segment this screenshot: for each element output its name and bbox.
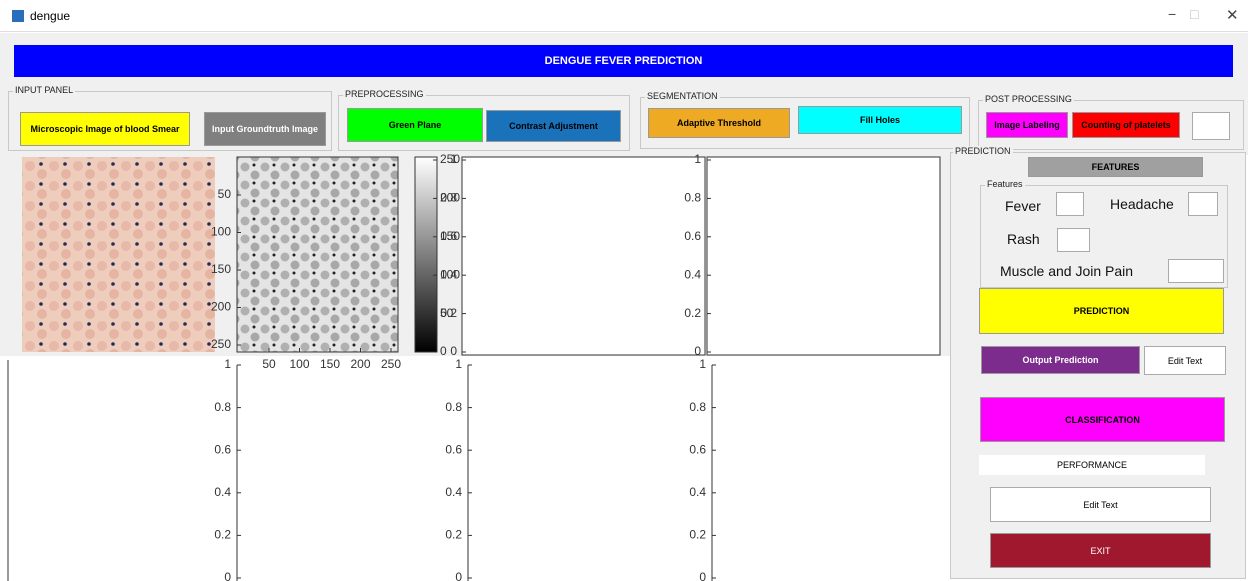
x-tick-label: 200 — [350, 357, 370, 371]
panel-title: Features — [985, 179, 1025, 189]
y-tick-label: 0.8 — [445, 400, 462, 414]
x-tick-label: 250 — [381, 357, 401, 371]
y-tick-label: 0.6 — [214, 442, 231, 456]
button[interactable]: EXIT — [990, 533, 1211, 568]
y-tick-label: 200 — [211, 300, 231, 314]
x-tick-label: 150 — [320, 357, 340, 371]
title-bar: dengue − □ ✕ — [0, 0, 1248, 32]
y-tick-label: 0.8 — [689, 400, 706, 414]
text-box[interactable] — [1057, 228, 1090, 252]
y-tick-label: 150 — [211, 262, 231, 276]
y-tick-label: 0 — [440, 344, 447, 358]
y-tick-label: 250 — [440, 152, 460, 166]
y-tick-label: 0.6 — [689, 442, 706, 456]
button[interactable]: FEATURES — [1028, 157, 1203, 177]
button[interactable]: PREDICTION — [979, 288, 1224, 334]
maximize[interactable]: □ — [1190, 6, 1199, 22]
input-panel: INPUT PANEL — [8, 85, 332, 151]
button[interactable]: Contrast Adjustment — [486, 110, 621, 142]
banner: DENGUE FEVER PREDICTION — [14, 45, 1233, 77]
button[interactable]: Input Groundtruth Image — [204, 112, 326, 146]
button[interactable]: Green Plane — [347, 108, 483, 142]
x-tick-label: 50 — [262, 357, 276, 371]
button[interactable]: Counting of platelets — [1072, 112, 1180, 138]
panel-title: INPUT PANEL — [13, 85, 76, 95]
blood-smear-image — [22, 157, 215, 352]
y-tick-label: 0 — [699, 570, 706, 581]
y-tick-label: 100 — [440, 267, 460, 281]
preprocessing-panel: PREPROCESSING — [338, 89, 630, 151]
y-tick-label: 0.2 — [684, 306, 701, 320]
y-tick-label: 0.4 — [445, 485, 462, 499]
minimize[interactable]: − — [1168, 6, 1177, 22]
button[interactable]: Adaptive Threshold — [648, 108, 790, 138]
y-tick-label: 1 — [450, 152, 457, 166]
window-title: dengue — [30, 9, 71, 23]
text-box[interactable] — [1056, 192, 1084, 216]
segmentation-panel: SEGMENTATION — [640, 91, 970, 149]
axes-box — [706, 156, 941, 356]
y-tick-label: 0.6 — [445, 442, 462, 456]
y-tick-label: 1 — [699, 357, 706, 371]
button[interactable]: Output Prediction — [981, 346, 1140, 374]
y-tick-label: 150 — [440, 229, 460, 243]
text-box[interactable] — [1188, 192, 1218, 216]
y-tick-label: 0.8 — [214, 400, 231, 414]
y-tick-label: 0.2 — [440, 306, 457, 320]
y-tick-label: 200 — [440, 191, 460, 205]
panel-title: SEGMENTATION — [645, 91, 720, 101]
y-tick-label: 0 — [455, 570, 462, 581]
colorbar — [414, 156, 438, 353]
button[interactable]: Microscopic Image of blood Smear — [20, 112, 190, 146]
app-icon — [12, 10, 24, 22]
y-tick-label: 100 — [211, 225, 231, 239]
y-tick-label: 1 — [455, 357, 462, 371]
y-tick-label: 1 — [224, 357, 231, 371]
button[interactable]: Fill Holes — [798, 106, 962, 134]
y-tick-label: 0.2 — [214, 528, 231, 542]
close[interactable]: ✕ — [1226, 7, 1239, 24]
button[interactable]: CLASSIFICATION — [980, 397, 1225, 442]
y-tick-label: 250 — [211, 337, 231, 351]
text-box[interactable]: Edit Text — [990, 487, 1211, 522]
y-tick-label: 0.8 — [684, 191, 701, 205]
y-tick-label: 0 — [224, 570, 231, 581]
features-panel: Features — [980, 179, 1228, 288]
y-tick-label: 0.2 — [689, 528, 706, 542]
button[interactable]: Image Labeling — [986, 112, 1068, 138]
y-tick-label: 0.8 — [440, 191, 457, 205]
y-tick-label: 0.6 — [440, 229, 457, 243]
label: PERFORMANCE — [979, 455, 1205, 475]
axes-box — [461, 156, 706, 356]
field-label: Headache — [1110, 196, 1174, 212]
x-tick-label: 100 — [289, 357, 309, 371]
panel-title: PREPROCESSING — [343, 89, 426, 99]
y-tick-label: 0.2 — [445, 528, 462, 542]
y-tick-label: 0.4 — [684, 267, 701, 281]
panel-title: PREDICTION — [953, 146, 1013, 156]
y-tick-label: 0.4 — [689, 485, 706, 499]
field-label: Fever — [1005, 198, 1041, 214]
text-box[interactable] — [1168, 259, 1224, 283]
y-tick-label: 0 — [450, 344, 457, 358]
y-tick-label: 50 — [440, 306, 454, 320]
post-processing-panel: POST PROCESSING — [978, 94, 1244, 150]
y-tick-label: 0.6 — [684, 229, 701, 243]
panel-title: POST PROCESSING — [983, 94, 1074, 104]
y-tick-label: 0.4 — [440, 267, 457, 281]
text-box[interactable] — [1192, 112, 1230, 140]
field-label: Muscle and Join Pain — [1000, 263, 1134, 279]
y-tick-label: 50 — [218, 187, 232, 201]
y-tick-label: 1 — [694, 152, 701, 166]
green-plane-image — [236, 156, 399, 353]
y-tick-label: 0 — [694, 344, 701, 358]
field-label: Rash — [1007, 231, 1040, 247]
text-box[interactable]: Edit Text — [1144, 346, 1226, 375]
y-tick-label: 0.4 — [214, 485, 231, 499]
